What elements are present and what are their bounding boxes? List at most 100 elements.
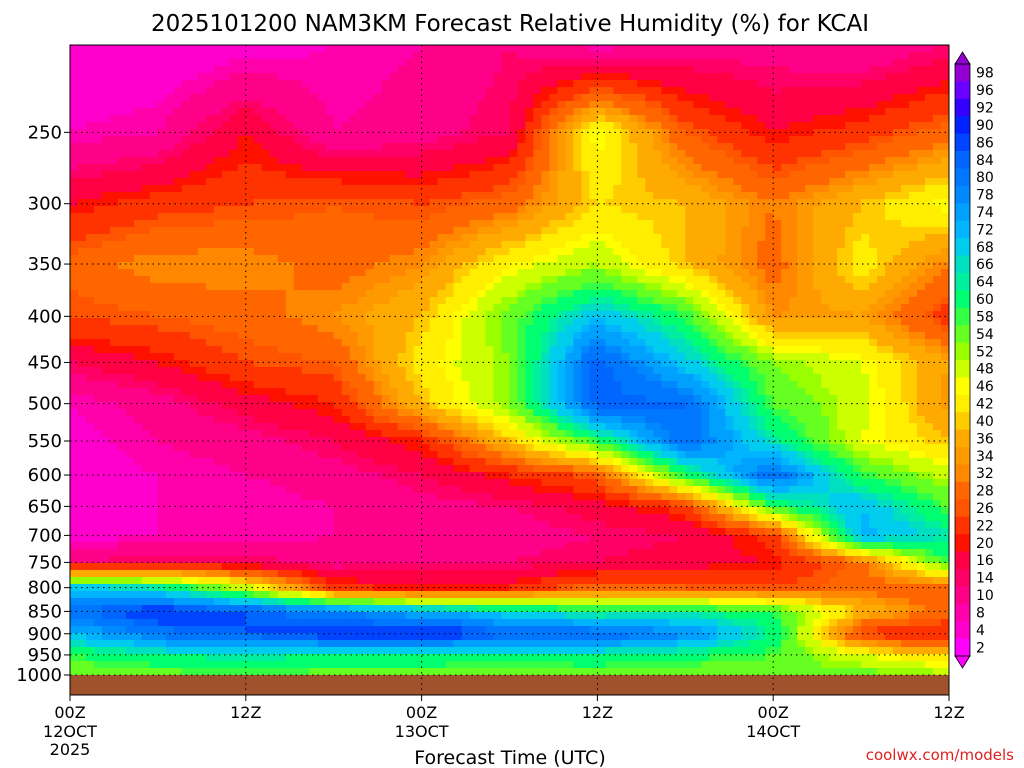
rh-cell — [437, 304, 447, 312]
rh-cell — [301, 87, 311, 95]
rh-cell — [477, 325, 487, 333]
rh-cell — [485, 318, 495, 326]
rh-cell — [213, 199, 223, 207]
rh-cell — [165, 87, 175, 95]
rh-cell — [245, 122, 255, 130]
rh-cell — [581, 185, 591, 193]
rh-cell — [557, 220, 567, 228]
rh-cell — [653, 248, 662, 256]
rh-cell — [70, 353, 79, 361]
rh-cell — [789, 66, 798, 74]
rh-cell — [477, 304, 487, 312]
rh-cell — [805, 150, 814, 158]
rh-cell — [70, 157, 79, 165]
rh-cell — [901, 318, 910, 326]
rh-cell — [749, 220, 758, 228]
rh-cell — [445, 206, 455, 214]
rh-cell — [581, 80, 591, 88]
rh-cell — [229, 234, 239, 242]
rh-cell — [397, 290, 407, 298]
rh-cell — [741, 213, 750, 221]
rh-cell — [773, 87, 782, 95]
rh-cell — [437, 80, 447, 88]
rh-cell — [429, 136, 439, 144]
rh-cell — [709, 164, 718, 172]
rh-cell — [941, 220, 949, 228]
rh-cell — [437, 101, 447, 109]
rh-cell — [413, 262, 423, 270]
rh-cell — [261, 325, 271, 333]
rh-cell — [533, 234, 543, 242]
rh-cell — [685, 199, 694, 207]
rh-cell — [557, 80, 567, 88]
rh-cell — [885, 353, 894, 361]
rh-cell — [125, 192, 135, 200]
rh-cell — [197, 318, 207, 326]
rh-cell — [325, 325, 335, 333]
rh-cell — [837, 94, 846, 102]
rh-cell — [941, 283, 949, 291]
rh-cell — [637, 297, 646, 305]
rh-cell — [341, 52, 351, 60]
rh-cell — [917, 115, 926, 123]
rh-cell — [317, 353, 327, 361]
rh-cell — [245, 101, 255, 109]
rh-cell — [213, 52, 223, 60]
rh-cell — [93, 150, 103, 158]
rh-cell — [605, 248, 614, 256]
rh-cell — [661, 304, 670, 312]
rh-cell — [525, 290, 535, 298]
rh-cell — [749, 122, 758, 130]
rh-cell — [277, 353, 287, 361]
rh-cell — [293, 248, 303, 256]
rh-cell — [829, 45, 838, 53]
rh-cell — [509, 143, 519, 151]
rh-cell — [445, 304, 455, 312]
rh-cell — [165, 297, 175, 305]
rh-cell — [429, 164, 439, 172]
rh-cell — [653, 157, 662, 165]
rh-cell — [877, 220, 886, 228]
rh-cell — [693, 262, 702, 270]
rh-cell — [557, 325, 567, 333]
rh-cell — [645, 101, 654, 109]
rh-cell — [533, 311, 543, 319]
rh-cell — [861, 192, 870, 200]
rh-cell — [885, 227, 894, 235]
rh-cell — [77, 227, 87, 235]
rh-cell — [661, 150, 670, 158]
rh-cell — [533, 255, 543, 263]
rh-cell — [341, 199, 351, 207]
rh-cell — [349, 80, 359, 88]
rh-cell — [277, 59, 287, 67]
rh-cell — [397, 192, 407, 200]
rh-cell — [189, 318, 199, 326]
rh-cell — [693, 80, 702, 88]
rh-cell — [725, 115, 734, 123]
rh-cell — [93, 241, 103, 249]
rh-cell — [693, 283, 702, 291]
rh-cell — [677, 185, 686, 193]
rh-cell — [357, 262, 367, 270]
rh-cell — [325, 94, 335, 102]
rh-cell — [141, 220, 151, 228]
rh-cell — [237, 276, 247, 284]
rh-cell — [893, 227, 902, 235]
rh-cell — [413, 52, 423, 60]
rh-cell — [381, 234, 391, 242]
rh-cell — [853, 59, 862, 67]
rh-cell — [301, 241, 311, 249]
rh-cell — [429, 87, 439, 95]
rh-cell — [677, 311, 686, 319]
rh-cell — [413, 206, 423, 214]
rh-cell — [485, 45, 495, 53]
rh-cell — [253, 346, 263, 354]
rh-cell — [917, 59, 926, 67]
rh-cell — [301, 157, 311, 165]
rh-cell — [445, 94, 455, 102]
rh-cell — [773, 220, 782, 228]
rh-cell — [301, 150, 311, 158]
rh-cell — [637, 52, 646, 60]
rh-cell — [941, 206, 949, 214]
rh-cell — [157, 157, 167, 165]
